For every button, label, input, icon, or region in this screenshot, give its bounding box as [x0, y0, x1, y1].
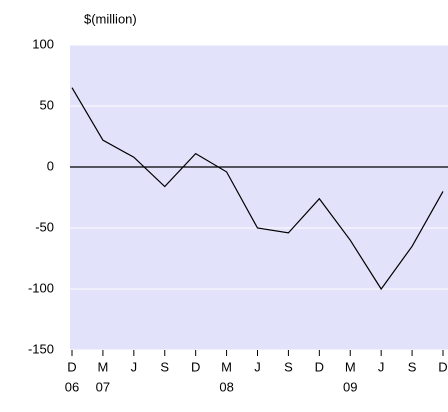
x-tick-label: M [345, 359, 356, 374]
x-year-label: 08 [219, 379, 233, 394]
x-tick-label: D [67, 359, 76, 374]
x-tick-label: S [284, 359, 293, 374]
plot-background [70, 45, 448, 350]
x-tick-label: D [438, 359, 447, 374]
x-year-label: 06 [65, 379, 79, 394]
x-tick-label: S [408, 359, 417, 374]
x-tick-label: D [315, 359, 324, 374]
x-tick-label: M [221, 359, 232, 374]
x-tick-label: J [131, 359, 138, 374]
unit-label: $(million) [84, 11, 137, 26]
y-tick-label: -150 [28, 341, 54, 356]
y-tick-label: -50 [35, 219, 54, 234]
x-year-label: 07 [96, 379, 110, 394]
x-year-label: 09 [343, 379, 357, 394]
x-tick-label: J [378, 359, 385, 374]
y-tick-label: 100 [32, 36, 54, 51]
x-tick-label: J [254, 359, 261, 374]
x-tick-label: D [191, 359, 200, 374]
x-tick-label: S [160, 359, 169, 374]
x-tick-label: M [97, 359, 108, 374]
data-line [71, 87, 444, 291]
y-tick-label: 0 [47, 158, 54, 173]
y-tick-label: 50 [40, 97, 54, 112]
y-tick-label: -100 [28, 280, 54, 295]
